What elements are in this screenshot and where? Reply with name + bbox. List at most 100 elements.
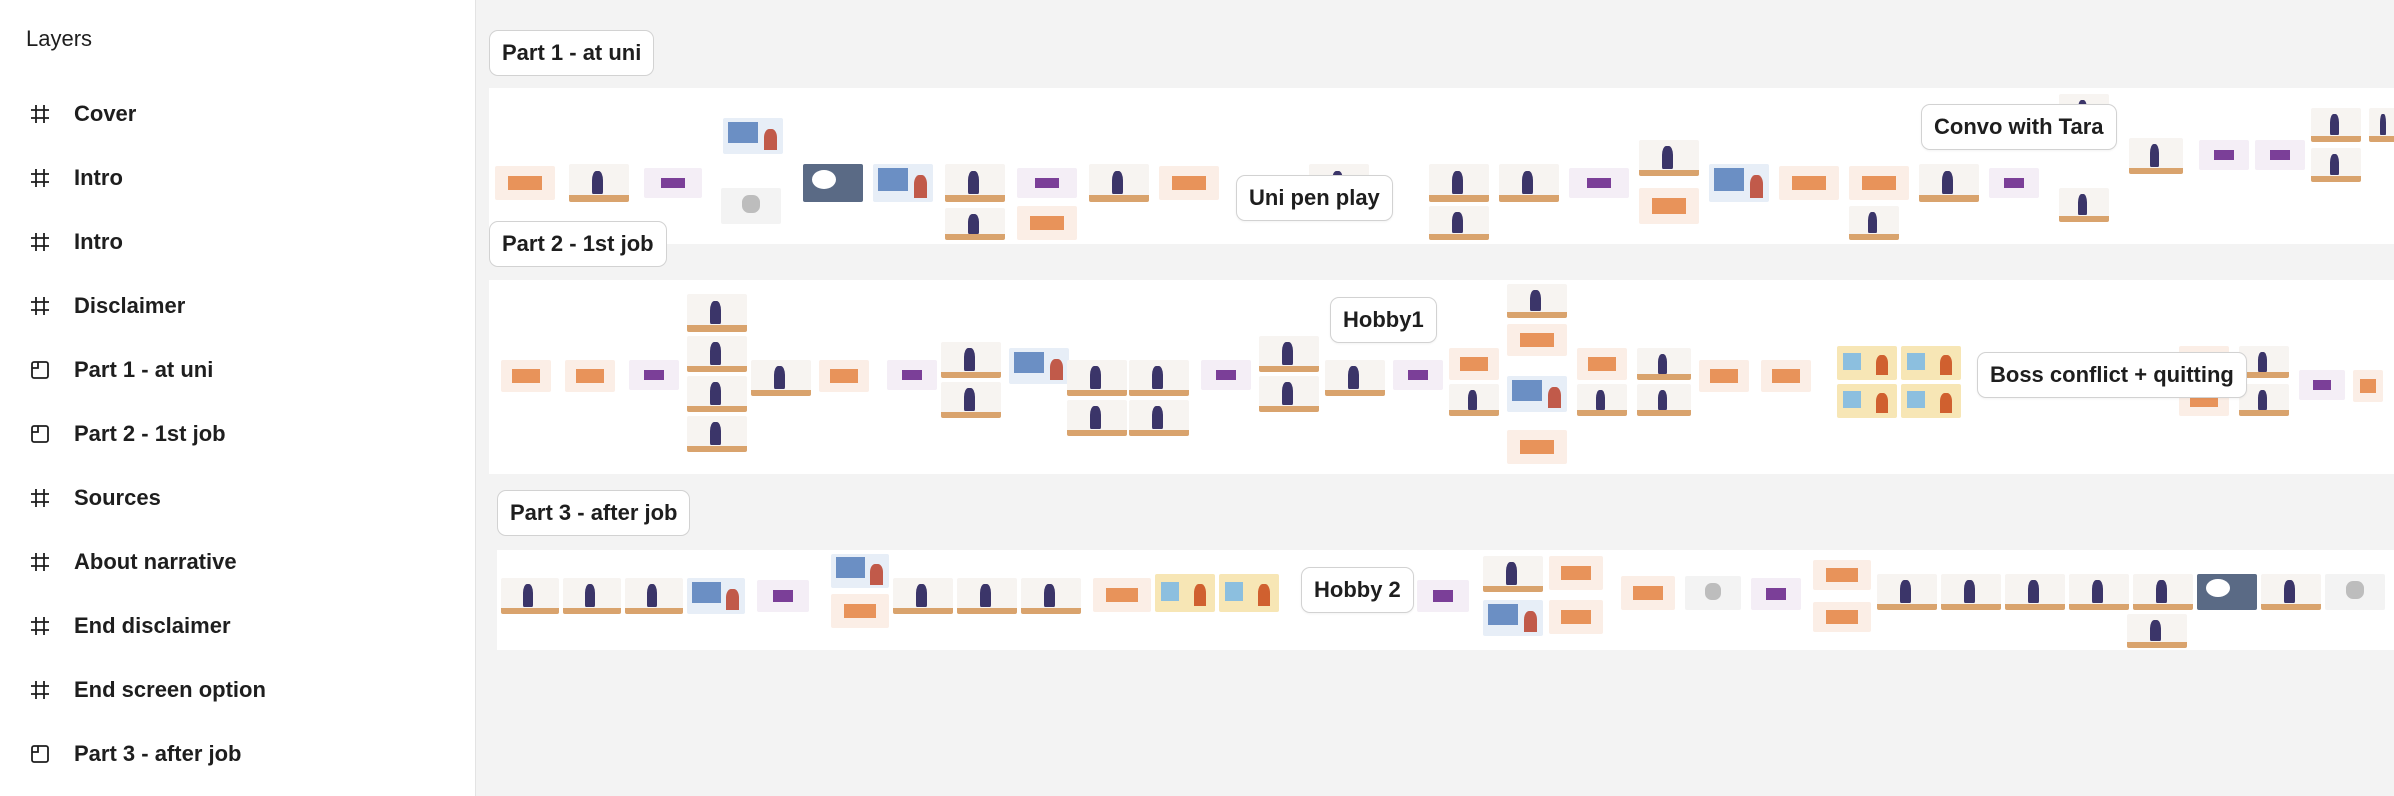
frame-thumbnail[interactable] (1429, 206, 1489, 240)
frame-thumbnail[interactable] (1449, 384, 1499, 416)
frame-thumbnail[interactable] (1507, 284, 1567, 318)
frame-thumbnail[interactable] (1219, 574, 1279, 612)
frame-thumbnail[interactable] (1507, 376, 1567, 412)
frame-thumbnail[interactable] (644, 168, 702, 198)
frame-label-boss-conflict[interactable]: Boss conflict + quitting (1977, 352, 2247, 398)
frame-thumbnail[interactable] (1813, 602, 1871, 632)
frame-thumbnail[interactable] (1429, 164, 1489, 202)
frame-thumbnail[interactable] (2255, 140, 2305, 170)
frame-thumbnail[interactable] (1577, 348, 1627, 380)
frame-thumbnail[interactable] (1989, 168, 2039, 198)
frame-thumbnail[interactable] (945, 164, 1005, 202)
section-part-2[interactable] (489, 280, 2394, 474)
frame-thumbnail[interactable] (1129, 360, 1189, 396)
frame-thumbnail[interactable] (831, 594, 889, 628)
section-label-part-3[interactable]: Part 3 - after job (497, 490, 691, 536)
frame-thumbnail[interactable] (1699, 360, 1749, 392)
layer-item-end-screen-option[interactable]: End screen option (0, 658, 476, 722)
frame-thumbnail[interactable] (687, 376, 747, 412)
frame-thumbnail[interactable] (501, 578, 559, 614)
frame-thumbnail[interactable] (2127, 614, 2187, 648)
frame-thumbnail[interactable] (1549, 556, 1603, 590)
layer-item-about-narrative[interactable]: About narrative (0, 530, 476, 594)
frame-thumbnail[interactable] (1577, 384, 1627, 416)
frame-thumbnail[interactable] (2311, 148, 2361, 182)
frame-thumbnail[interactable] (1325, 360, 1385, 396)
frame-thumbnail[interactable] (2369, 108, 2394, 142)
frame-label-uni-pen-play[interactable]: Uni pen play (1236, 175, 1393, 221)
layer-item-part-1[interactable]: Part 1 - at uni (0, 338, 476, 402)
frame-thumbnail[interactable] (831, 554, 889, 588)
layer-item-part-2[interactable]: Part 2 - 1st job (0, 402, 476, 466)
frame-thumbnail[interactable] (1129, 400, 1189, 436)
frame-thumbnail[interactable] (501, 360, 551, 392)
frame-thumbnail[interactable] (1067, 400, 1127, 436)
frame-thumbnail[interactable] (1901, 346, 1961, 380)
frame-thumbnail[interactable] (721, 188, 781, 224)
frame-thumbnail[interactable] (887, 360, 937, 390)
frame-thumbnail[interactable] (893, 578, 953, 614)
frame-thumbnail[interactable] (2239, 384, 2289, 416)
frame-thumbnail[interactable] (1393, 360, 1443, 390)
design-canvas[interactable]: Part 1 - at uni P (477, 0, 2394, 796)
frame-thumbnail[interactable] (1089, 164, 1149, 202)
frame-thumbnail[interactable] (1621, 576, 1675, 610)
frame-thumbnail[interactable] (1093, 578, 1151, 612)
frame-label-hobby-2[interactable]: Hobby 2 (1301, 567, 1414, 613)
frame-thumbnail[interactable] (1507, 430, 1567, 464)
frame-thumbnail[interactable] (495, 166, 555, 200)
frame-thumbnail[interactable] (1417, 580, 1469, 612)
frame-thumbnail[interactable] (1761, 360, 1811, 392)
frame-thumbnail[interactable] (687, 336, 747, 372)
frame-thumbnail[interactable] (819, 360, 869, 392)
frame-thumbnail[interactable] (2199, 140, 2249, 170)
frame-thumbnail[interactable] (687, 578, 745, 614)
frame-thumbnail[interactable] (2069, 574, 2129, 610)
frame-thumbnail[interactable] (1877, 574, 1937, 610)
frame-thumbnail[interactable] (1709, 164, 1769, 202)
frame-thumbnail[interactable] (1483, 600, 1543, 636)
frame-thumbnail[interactable] (957, 578, 1017, 614)
frame-thumbnail[interactable] (1017, 206, 1077, 240)
frame-thumbnail[interactable] (1637, 384, 1691, 416)
frame-thumbnail[interactable] (1919, 164, 1979, 202)
frame-thumbnail[interactable] (1017, 168, 1077, 198)
frame-thumbnail[interactable] (2133, 574, 2193, 610)
frame-thumbnail[interactable] (1155, 574, 1215, 612)
frame-thumbnail[interactable] (629, 360, 679, 390)
frame-thumbnail[interactable] (873, 164, 933, 202)
frame-thumbnail[interactable] (1259, 376, 1319, 412)
frame-thumbnail[interactable] (1067, 360, 1127, 396)
frame-thumbnail[interactable] (2239, 346, 2289, 378)
frame-thumbnail[interactable] (1849, 166, 1909, 200)
frame-thumbnail[interactable] (1639, 188, 1699, 224)
frame-thumbnail[interactable] (1549, 600, 1603, 634)
frame-label-convo-with-tara[interactable]: Convo with Tara (1921, 104, 2117, 150)
frame-thumbnail[interactable] (1259, 336, 1319, 372)
frame-thumbnail[interactable] (687, 416, 747, 452)
frame-thumbnail[interactable] (2261, 574, 2321, 610)
layer-item-intro-2[interactable]: Intro (0, 210, 476, 274)
frame-thumbnail[interactable] (1499, 164, 1559, 202)
frame-label-hobby1[interactable]: Hobby1 (1330, 297, 1437, 343)
layer-item-sources[interactable]: Sources (0, 466, 476, 530)
frame-thumbnail[interactable] (723, 118, 783, 154)
frame-thumbnail[interactable] (625, 578, 683, 614)
frame-thumbnail[interactable] (565, 360, 615, 392)
frame-thumbnail[interactable] (687, 294, 747, 332)
frame-thumbnail[interactable] (1837, 346, 1897, 380)
frame-thumbnail[interactable] (2353, 370, 2383, 402)
frame-thumbnail[interactable] (2299, 370, 2345, 400)
frame-thumbnail[interactable] (1639, 140, 1699, 176)
frame-thumbnail[interactable] (1449, 348, 1499, 380)
frame-thumbnail[interactable] (941, 342, 1001, 378)
frame-thumbnail[interactable] (569, 164, 629, 202)
frame-thumbnail[interactable] (563, 578, 621, 614)
frame-thumbnail[interactable] (945, 208, 1005, 240)
frame-thumbnail[interactable] (2129, 138, 2183, 174)
layer-item-intro[interactable]: Intro (0, 146, 476, 210)
frame-thumbnail[interactable] (1813, 560, 1871, 590)
section-label-part-2[interactable]: Part 2 - 1st job (489, 221, 667, 267)
frame-thumbnail[interactable] (751, 360, 811, 396)
frame-thumbnail[interactable] (1201, 360, 1251, 390)
